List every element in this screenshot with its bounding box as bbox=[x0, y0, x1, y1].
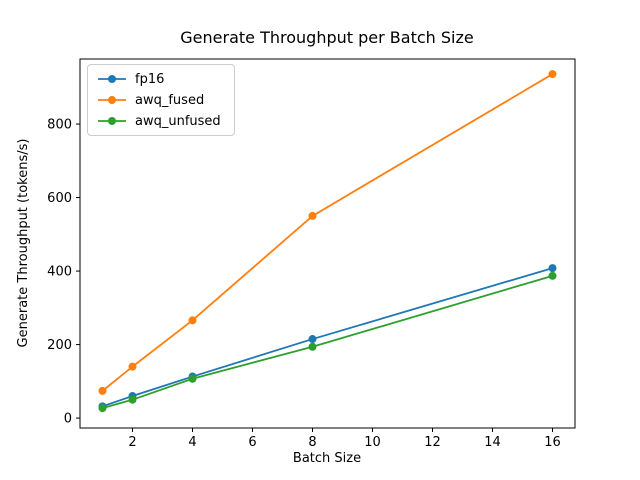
plot-border bbox=[79, 58, 576, 429]
legend-label-awq_fused: awq_fused bbox=[135, 92, 205, 108]
data-point-fp16 bbox=[548, 264, 557, 273]
data-point-awq_unfused bbox=[98, 404, 107, 413]
legend-dot bbox=[108, 117, 116, 125]
data-point-fp16 bbox=[308, 335, 317, 344]
legend-marker-fp16 bbox=[98, 75, 126, 83]
y-tick-label: 200 bbox=[47, 338, 72, 353]
legend: fp16 awq_fused awq_unfused bbox=[87, 64, 235, 136]
data-point-awq_unfused bbox=[188, 374, 197, 383]
x-axis-label: Batch Size bbox=[293, 451, 361, 466]
x-tick-label: 2 bbox=[128, 435, 136, 450]
legend-item-awq_unfused: awq_unfused bbox=[97, 112, 227, 130]
x-tick-label: 10 bbox=[364, 435, 381, 450]
plot-area: 2 4 6 8 10 12 14 16 0 200 400 600 800 bbox=[47, 58, 576, 450]
y-tick-label: 400 bbox=[47, 265, 72, 280]
series-line-awq_unfused bbox=[102, 274, 553, 410]
data-point-awq_unfused bbox=[548, 271, 557, 280]
x-tick-label: 14 bbox=[484, 435, 501, 450]
y-axis-label: Generate Throughput (tokens/s) bbox=[16, 139, 31, 348]
data-point-awq_unfused bbox=[128, 395, 137, 404]
x-tick-label: 4 bbox=[188, 435, 196, 450]
legend-item-fp16: fp16 bbox=[97, 70, 227, 88]
legend-marker-awq_unfused bbox=[98, 117, 126, 125]
x-tick-label: 8 bbox=[308, 435, 316, 450]
data-point-awq_unfused bbox=[308, 342, 317, 351]
x-tick-label: 16 bbox=[544, 435, 561, 450]
y-tick-label: 800 bbox=[47, 118, 72, 133]
legend-label-fp16: fp16 bbox=[135, 71, 165, 87]
x-tick-label: 6 bbox=[248, 435, 256, 450]
legend-label-awq_unfused: awq_unfused bbox=[135, 113, 221, 129]
data-point-awq_fused bbox=[188, 316, 197, 325]
y-tick-label: 600 bbox=[47, 191, 72, 206]
y-tick-label: 0 bbox=[64, 412, 72, 427]
legend-marker-awq_fused bbox=[98, 96, 126, 104]
x-tick-label: 12 bbox=[424, 435, 441, 450]
chart-title: Generate Throughput per Batch Size bbox=[180, 28, 473, 47]
data-point-awq_fused bbox=[98, 386, 107, 395]
legend-item-awq_fused: awq_fused bbox=[97, 91, 227, 109]
data-point-awq_fused bbox=[548, 70, 557, 79]
data-point-awq_fused bbox=[308, 211, 317, 220]
data-point-awq_fused bbox=[128, 362, 137, 371]
legend-dot bbox=[108, 75, 116, 83]
legend-dot bbox=[108, 96, 116, 104]
